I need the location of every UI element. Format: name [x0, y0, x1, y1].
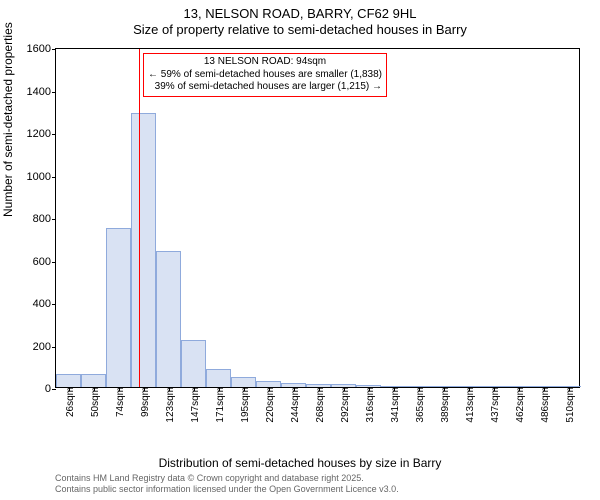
- x-tick-label: 99sqm: [137, 387, 151, 417]
- x-tick-label: 195sqm: [237, 387, 251, 423]
- x-tick-label: 171sqm: [212, 387, 226, 423]
- x-tick-mark: [169, 387, 170, 391]
- histogram-bar: [181, 340, 206, 387]
- y-tick-mark: [52, 304, 56, 305]
- annotation-box: 13 NELSON ROAD: 94sqm← 59% of semi-detac…: [143, 53, 387, 97]
- chart-title-main: 13, NELSON ROAD, BARRY, CF62 9HL: [0, 6, 600, 21]
- x-axis-label: Distribution of semi-detached houses by …: [0, 456, 600, 470]
- x-tick-mark: [519, 387, 520, 391]
- y-tick-mark: [52, 219, 56, 220]
- x-tick-mark: [469, 387, 470, 391]
- x-tick-label: 486sqm: [537, 387, 551, 423]
- x-tick-label: 50sqm: [87, 387, 101, 417]
- x-tick-label: 123sqm: [162, 387, 176, 423]
- y-axis-label: Number of semi-detached properties: [1, 22, 15, 217]
- histogram-bar: [156, 251, 181, 387]
- x-tick-label: 437sqm: [487, 387, 501, 423]
- annotation-line: 13 NELSON ROAD: 94sqm: [148, 56, 382, 69]
- y-tick-mark: [52, 92, 56, 93]
- x-tick-label: 268sqm: [312, 387, 326, 423]
- marker-line: [139, 49, 140, 387]
- x-tick-label: 147sqm: [187, 387, 201, 423]
- x-tick-label: 389sqm: [437, 387, 451, 423]
- x-tick-mark: [444, 387, 445, 391]
- plot-area: 0200400600800100012001400160026sqm50sqm7…: [55, 48, 580, 388]
- x-tick-label: 462sqm: [512, 387, 526, 423]
- x-tick-mark: [119, 387, 120, 391]
- x-tick-label: 316sqm: [362, 387, 376, 423]
- x-tick-label: 26sqm: [62, 387, 76, 417]
- x-tick-mark: [394, 387, 395, 391]
- x-tick-mark: [344, 387, 345, 391]
- x-tick-mark: [419, 387, 420, 391]
- x-tick-label: 413sqm: [462, 387, 476, 423]
- histogram-bar: [106, 228, 131, 387]
- footer-line-1: Contains HM Land Registry data © Crown c…: [55, 473, 399, 485]
- x-tick-label: 292sqm: [337, 387, 351, 423]
- x-tick-label: 510sqm: [562, 387, 576, 423]
- histogram-bar: [131, 113, 156, 387]
- chart-title-sub: Size of property relative to semi-detach…: [0, 22, 600, 37]
- x-tick-label: 244sqm: [287, 387, 301, 423]
- x-tick-label: 220sqm: [262, 387, 276, 423]
- annotation-line: 39% of semi-detached houses are larger (…: [148, 81, 382, 94]
- x-tick-mark: [544, 387, 545, 391]
- footer-line-2: Contains public sector information licen…: [55, 484, 399, 496]
- y-tick-mark: [52, 134, 56, 135]
- x-tick-label: 365sqm: [412, 387, 426, 423]
- x-tick-mark: [69, 387, 70, 391]
- histogram-bar: [231, 377, 256, 387]
- y-tick-mark: [52, 347, 56, 348]
- y-tick-mark: [52, 177, 56, 178]
- x-tick-label: 74sqm: [112, 387, 126, 417]
- y-tick-mark: [52, 49, 56, 50]
- x-tick-mark: [319, 387, 320, 391]
- x-tick-mark: [194, 387, 195, 391]
- x-tick-mark: [369, 387, 370, 391]
- x-tick-label: 341sqm: [387, 387, 401, 423]
- y-tick-mark: [52, 389, 56, 390]
- x-tick-mark: [294, 387, 295, 391]
- histogram-bar: [56, 374, 81, 387]
- footer-text: Contains HM Land Registry data © Crown c…: [55, 473, 399, 496]
- x-tick-mark: [244, 387, 245, 391]
- x-tick-mark: [269, 387, 270, 391]
- annotation-line: ← 59% of semi-detached houses are smalle…: [148, 69, 382, 82]
- x-tick-mark: [569, 387, 570, 391]
- histogram-bar: [206, 369, 231, 387]
- x-tick-mark: [494, 387, 495, 391]
- x-tick-mark: [219, 387, 220, 391]
- x-tick-mark: [144, 387, 145, 391]
- x-tick-mark: [94, 387, 95, 391]
- histogram-bar: [81, 374, 106, 387]
- y-tick-mark: [52, 262, 56, 263]
